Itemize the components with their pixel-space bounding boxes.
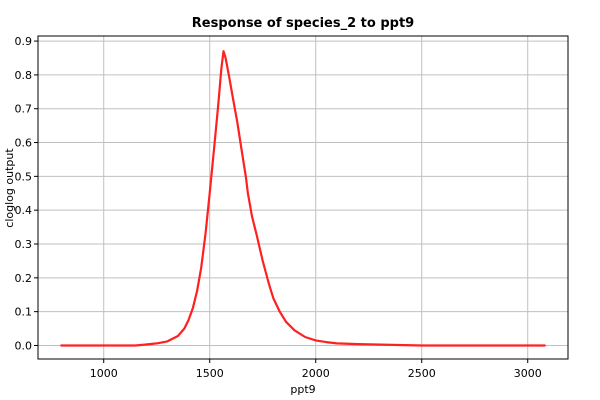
y-axis: 0.0 0.1 0.2 0.3 0.4 0.5 0.6 0.7 0.8 0.9 xyxy=(15,35,38,352)
x-tick-label: 1500 xyxy=(196,367,224,380)
y-tick-label: 0.4 xyxy=(15,204,33,217)
y-tick-label: 0.9 xyxy=(15,35,33,48)
y-tick-label: 0.2 xyxy=(15,272,33,285)
y-tick-label: 0.7 xyxy=(15,103,33,116)
y-tick-label: 0.8 xyxy=(15,69,33,82)
plot-frame xyxy=(37,35,569,360)
y-tick-label: 0.6 xyxy=(15,137,33,150)
y-tick-label: 0.0 xyxy=(15,339,33,352)
series-layer xyxy=(60,50,546,347)
y-axis-label: cloglog output xyxy=(3,148,16,228)
x-axis: 1000 1500 2000 2500 3000 xyxy=(90,359,542,380)
x-tick-label: 3000 xyxy=(514,367,542,380)
y-tick-label: 0.5 xyxy=(15,170,33,183)
x-tick-label: 2000 xyxy=(302,367,330,380)
chart-title: Response of species_2 to ppt9 xyxy=(192,16,414,31)
x-axis-label: ppt9 xyxy=(290,383,315,396)
x-tick-label: 2500 xyxy=(408,367,436,380)
series-line-0 xyxy=(60,50,546,347)
y-tick-label: 0.3 xyxy=(15,238,33,251)
y-tick-label: 0.1 xyxy=(15,306,33,319)
grid xyxy=(38,36,568,359)
x-tick-label: 1000 xyxy=(90,367,118,380)
